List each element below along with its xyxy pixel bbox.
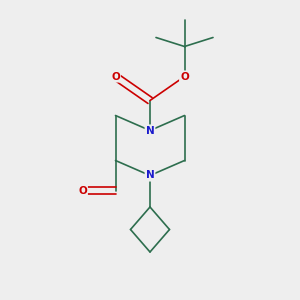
Text: O: O <box>111 71 120 82</box>
Text: N: N <box>146 170 154 181</box>
Text: O: O <box>180 71 189 82</box>
Text: N: N <box>146 125 154 136</box>
Text: O: O <box>78 185 87 196</box>
